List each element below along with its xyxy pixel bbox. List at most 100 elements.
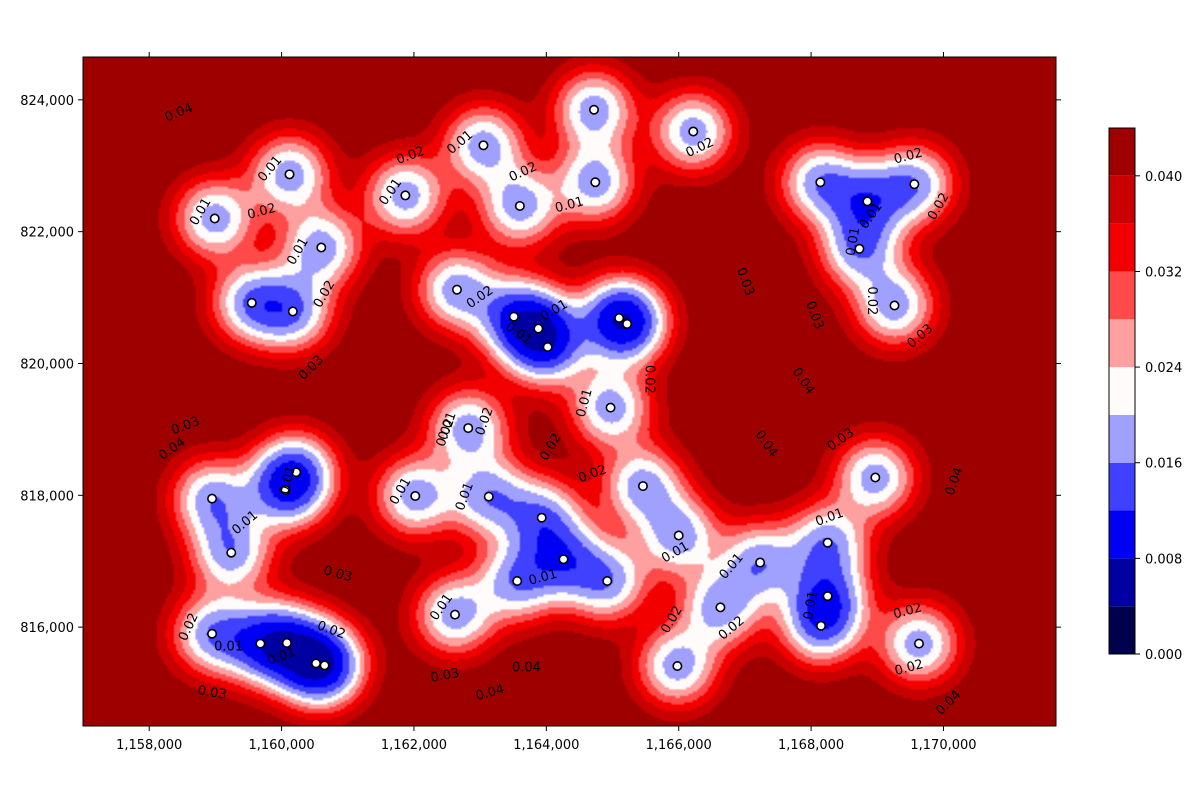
y-tick-label: 816,000: [20, 621, 74, 636]
sample-point: [207, 493, 218, 504]
sample-point: [291, 467, 302, 478]
contour-label: 0.02: [246, 201, 278, 223]
sample-point: [909, 179, 920, 190]
sample-point: [822, 537, 833, 548]
colorbar-band: [1109, 462, 1135, 511]
sample-point: [209, 213, 220, 224]
sample-point: [536, 512, 547, 523]
colorbar-band: [1109, 414, 1135, 463]
density-field: [83, 57, 1056, 726]
sample-point: [715, 602, 726, 613]
x-tick-label: 1,170,000: [910, 738, 976, 753]
sample-point: [637, 481, 648, 492]
sample-point: [889, 300, 900, 311]
sample-point: [854, 243, 865, 254]
sample-point: [451, 284, 462, 295]
x-tick-label: 1,162,000: [381, 738, 447, 753]
x-axis: 1,158,000 1,160,000 1,162,000 1,164,000 1,16…: [116, 52, 977, 753]
sample-point: [255, 638, 266, 649]
sample-point: [319, 660, 330, 671]
x-tick-label: 1,164,000: [513, 738, 579, 753]
contour-label: 0.01: [574, 387, 596, 419]
sample-points: [207, 104, 924, 672]
sample-point: [512, 575, 523, 586]
sample-point: [280, 485, 291, 496]
sample-point: [542, 342, 553, 353]
contour-label: 0.02: [892, 146, 924, 168]
colorbar-band: [1109, 223, 1135, 272]
colorbar-band: [1109, 128, 1135, 176]
sample-point: [558, 554, 569, 565]
contour-label: 0.02: [864, 286, 879, 315]
colorbar-tick-label: 0.032: [1145, 265, 1182, 280]
contour-label: 0.01: [214, 639, 243, 654]
sample-point: [622, 318, 633, 329]
contour-label: 0.01: [554, 194, 586, 216]
sample-point: [284, 169, 295, 180]
plot-area: 0.04 0.01 0.01 0.02 0.01 0.02 0.03 0.03 0.04 0.02…: [82, 56, 1057, 727]
colorbar-tick-label: 0.016: [1145, 457, 1182, 472]
sample-point: [478, 140, 489, 151]
y-tick-label: 820,000: [20, 357, 74, 372]
x-tick-label: 1,160,000: [248, 738, 314, 753]
plot-frame: [82, 56, 1057, 727]
sample-point: [287, 306, 298, 317]
sample-point: [483, 491, 494, 502]
colorbar-tick-label: 0.024: [1145, 361, 1182, 376]
sample-point: [688, 126, 699, 137]
colorbar-frame: [1108, 127, 1136, 655]
sample-point: [913, 638, 924, 649]
sample-point: [870, 472, 881, 483]
contour-label: 0.01: [277, 464, 299, 496]
contour-label: 0.02: [893, 657, 925, 679]
sample-point: [226, 547, 237, 558]
colorbar-band: [1109, 319, 1135, 368]
colorbar-tick-label: 0.040: [1145, 170, 1182, 185]
colorbar-band: [1109, 606, 1135, 654]
sample-point: [449, 609, 460, 620]
sample-point: [605, 402, 616, 413]
y-tick-label: 824,000: [20, 94, 74, 109]
colorbar-tick-label: 0.000: [1145, 648, 1182, 663]
sample-point: [588, 104, 599, 115]
sample-point: [207, 628, 218, 639]
contour-label: 0.02: [892, 600, 924, 622]
contour-label: 0.01: [844, 226, 864, 257]
sample-point: [614, 313, 625, 324]
contour-label: 0.03: [430, 666, 461, 686]
sample-point: [410, 490, 421, 501]
sample-point: [400, 190, 411, 201]
colorbar-tick-label: 0.008: [1145, 552, 1182, 567]
sample-point: [815, 177, 826, 188]
contour-label: 0.02: [641, 365, 656, 394]
sample-point: [602, 575, 613, 586]
sample-point: [281, 637, 292, 648]
sample-point: [862, 196, 873, 207]
colorbar-band: [1109, 367, 1135, 415]
sample-point: [316, 242, 327, 253]
x-tick-label: 1,166,000: [646, 738, 712, 753]
sample-point: [246, 297, 257, 308]
sample-point: [822, 591, 833, 602]
sample-point: [673, 530, 684, 541]
colorbar: 0.000 0.008 0.016 0.024 0.032 0.040: [1108, 127, 1182, 663]
contour-label: 0.04: [474, 682, 506, 704]
colorbar-band: [1109, 271, 1135, 320]
x-tick-label: 1,158,000: [116, 738, 182, 753]
colorbar-band: [1109, 558, 1135, 607]
sample-point: [508, 311, 519, 322]
sample-point: [755, 557, 766, 568]
sample-point: [310, 658, 321, 669]
colorbar-band: [1109, 510, 1135, 559]
contour-label: 0.03: [322, 563, 354, 585]
contour-label: 0.03: [197, 683, 228, 703]
sample-point: [590, 177, 601, 188]
colorbar-band: [1109, 175, 1135, 224]
y-tick-label: 818,000: [20, 489, 74, 504]
contour-label: 0.01: [801, 590, 821, 621]
contour-label: 0.04: [512, 660, 541, 675]
sample-point: [672, 661, 683, 672]
contour-label: 0.01: [527, 567, 559, 589]
x-tick-label: 1,168,000: [778, 738, 844, 753]
